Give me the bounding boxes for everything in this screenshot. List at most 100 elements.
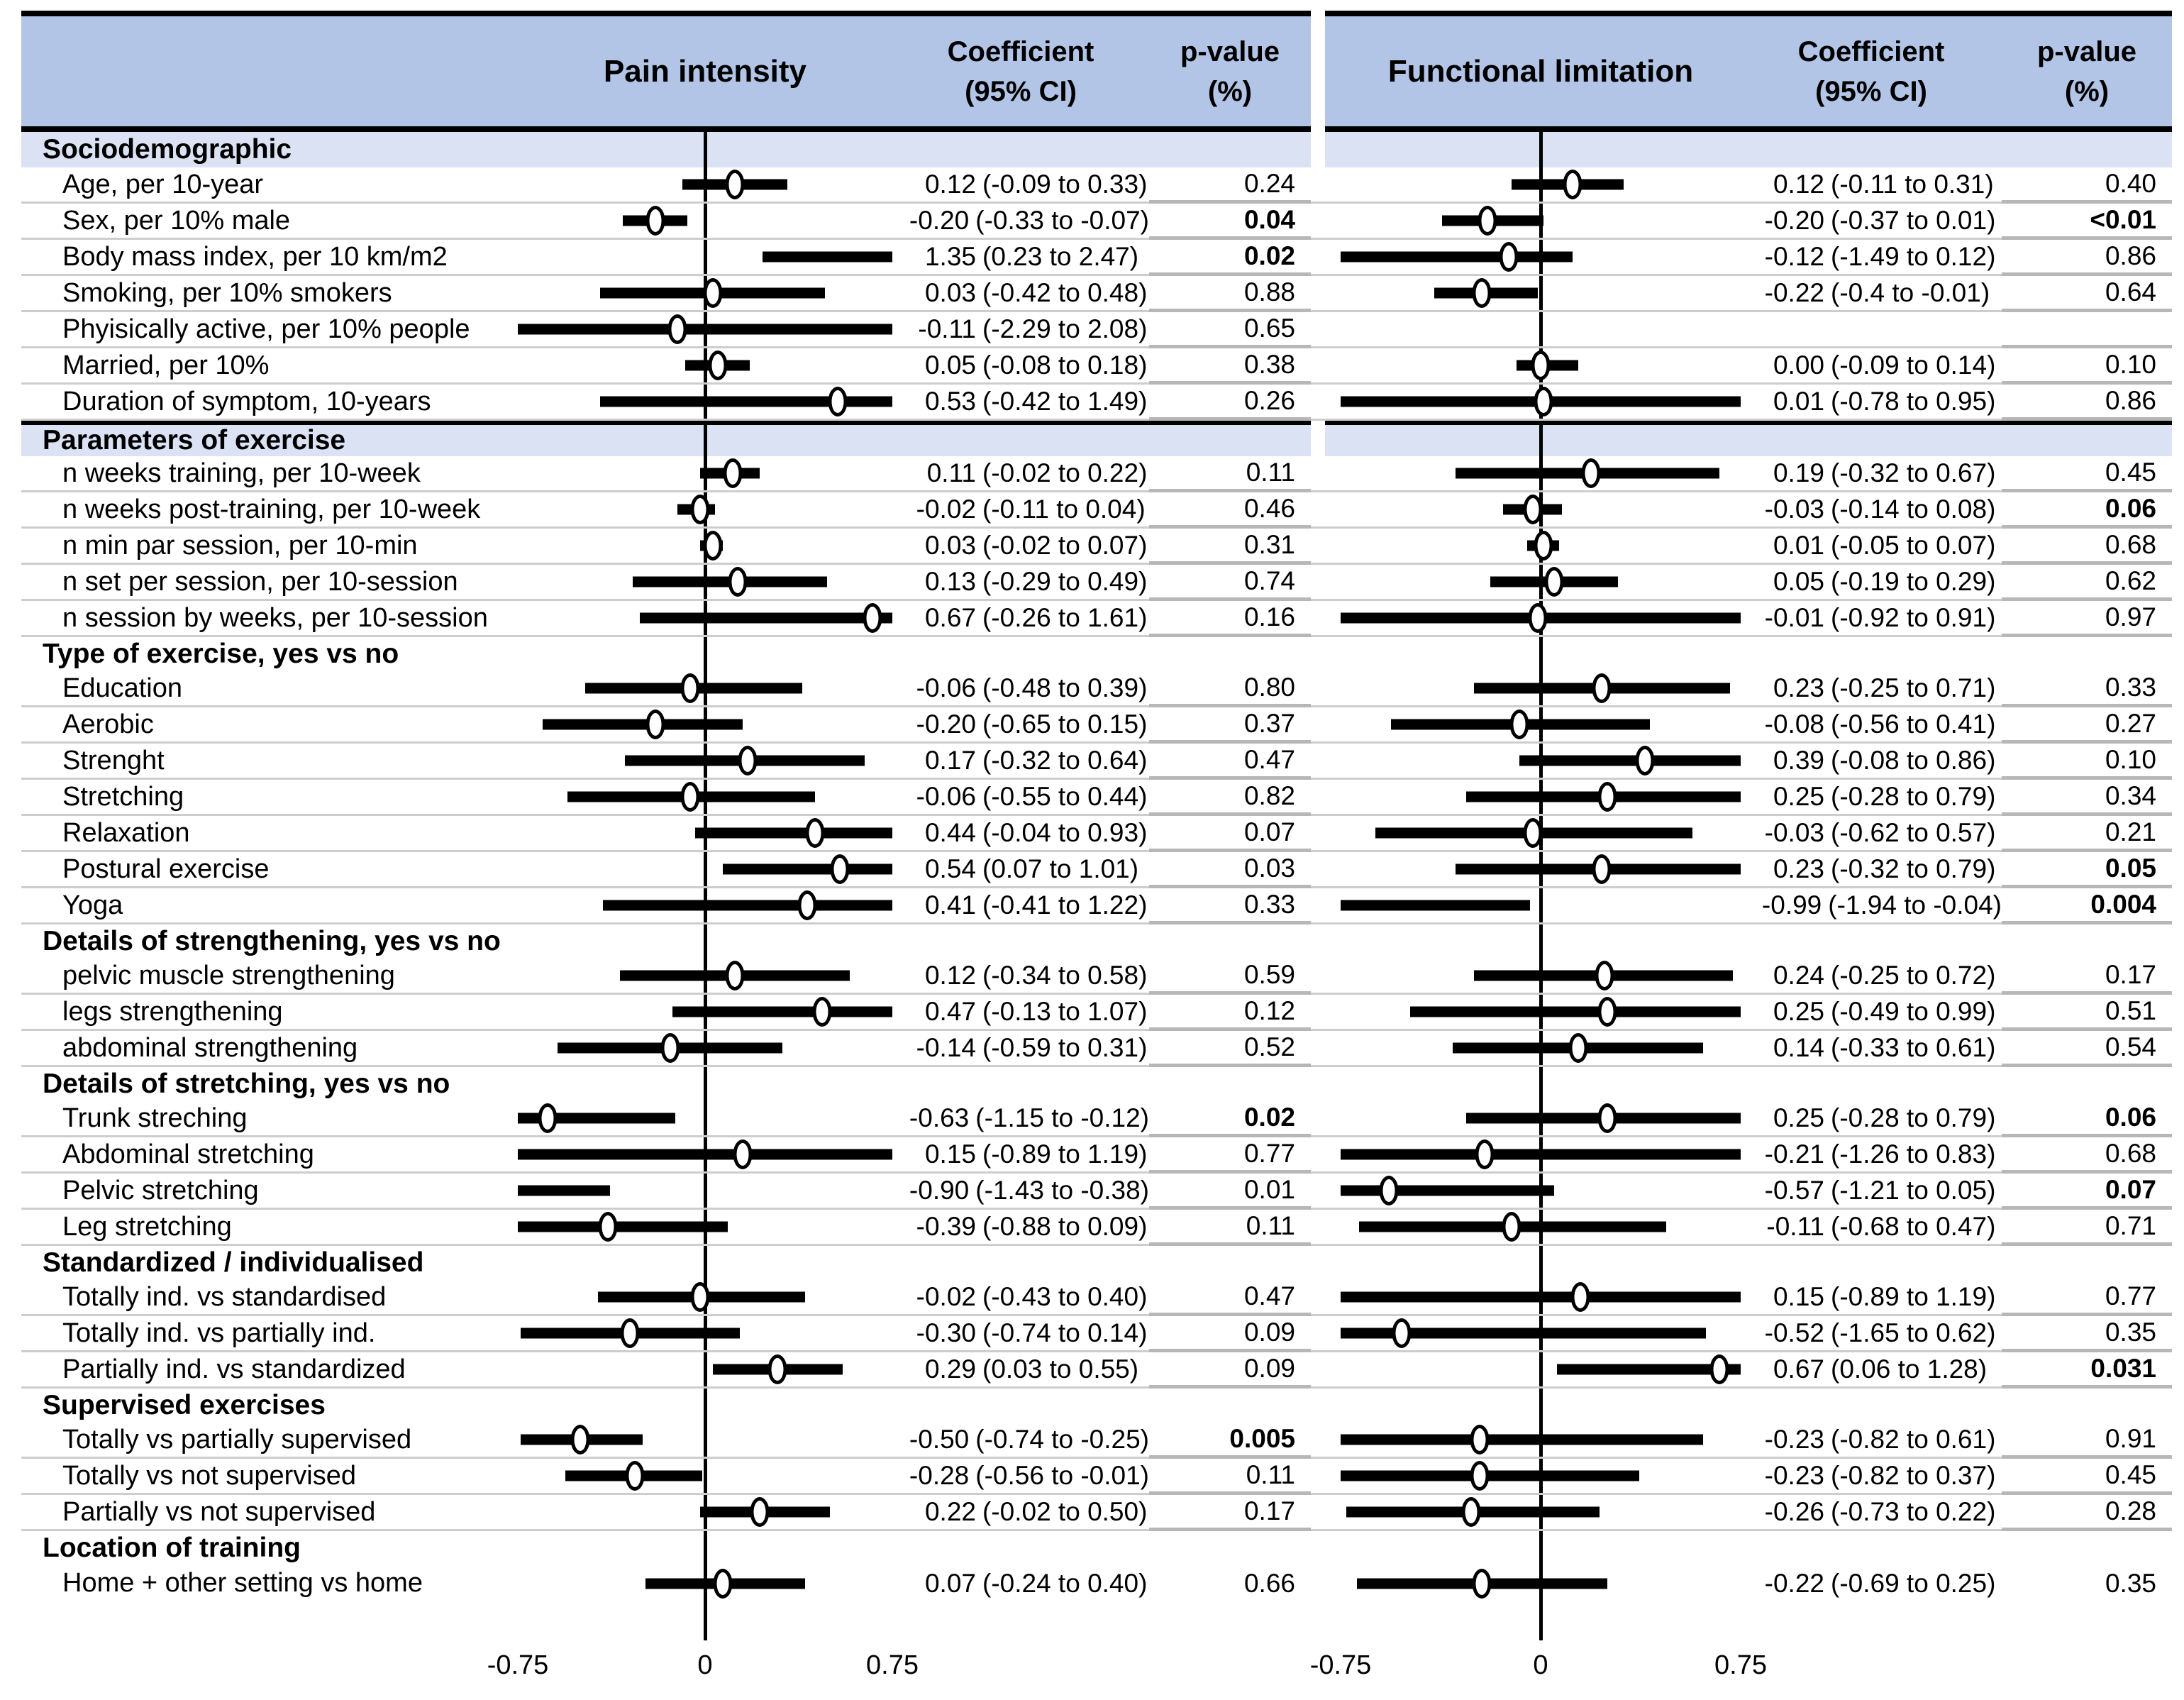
right-coefficient-cell: 0.23 (-0.32 to 0.79) (1741, 852, 2002, 888)
coefficient-value: 0.15 (1773, 1282, 1824, 1311)
forest-row: n set per session, per 10-session 0.13 (-0… (21, 565, 2172, 601)
left-ci-plot-pelvic-muscle-strengthening (518, 959, 892, 995)
ci-bar (1341, 1328, 1707, 1339)
effect-marker (863, 603, 882, 633)
ci-range: (-0.02 to 0.22) (982, 458, 1148, 487)
section-cell (2002, 924, 2172, 959)
row-label-partially-ind-vs-standardized: Partially ind. vs standardized (62, 1354, 406, 1384)
ci-range: (-0.09 to 0.14) (1831, 351, 1996, 380)
row-label-n-session-by-weeks-per-10-session: n session by weeks, per 10-session (62, 602, 488, 633)
p-value: 0.68 (2105, 1139, 2156, 1168)
right-coefficient-cell: -0.22 (-0.69 to 0.25) (1741, 1565, 2002, 1601)
spacer (1149, 1601, 1311, 1640)
forest-row: pelvic muscle strengthening 0.12 (-0.34 to… (21, 959, 2172, 995)
coefficient-value: -0.03 (1764, 495, 1824, 524)
left-ci-plot-totally-vs-not-supervised (518, 1459, 892, 1495)
axis-tick-row: -0.75 0 0.75 -0.75 0 0.75 (21, 1640, 2172, 1691)
right-ci-plot-duration-of-symptom-10-years (1341, 385, 1741, 421)
ci-range: (-1.43 to -0.38) (975, 1176, 1149, 1205)
panel-gap (1311, 348, 1325, 385)
row-label-n-weeks-post-training-per-10-week: n weeks post-training, per 10-week (62, 494, 481, 524)
p-value: 0.59 (1243, 960, 1295, 989)
left-coefficient-cell: 0.03 (-0.02 to 0.07) (892, 529, 1149, 565)
forest-plot-table: Pain intensity Coefficient (95% CI) p-va… (21, 11, 2172, 1691)
row-label-leg-stretching: Leg stretching (62, 1211, 232, 1242)
section-right-plot-cell (1341, 421, 1741, 456)
forest-row: Relaxation 0.44 (-0.04 to 0.93) 0.07 -0.03 (-… (21, 816, 2172, 852)
p-value: 0.12 (1243, 996, 1295, 1025)
left-axis-ticks: -0.75 0 0.75 (487, 1640, 919, 1691)
coefficient-value: -0.02 (916, 1282, 976, 1311)
row-label-cell: Abdominal stretching (21, 1137, 518, 1174)
section-cell (1149, 1246, 1311, 1280)
row-label-legs-strengthening: legs strengthening (62, 996, 283, 1027)
panel-gap (1311, 385, 1325, 421)
p-value: 0.31 (1243, 530, 1295, 559)
section-cell (1741, 132, 2002, 167)
effect-marker (667, 314, 687, 344)
spacer (1325, 1423, 1341, 1459)
ci-range: (-1.49 to 0.12) (1831, 242, 1996, 271)
effect-marker (1475, 1139, 1495, 1169)
right-coefficient-cell: -0.12 (-1.49 to 0.12) (1741, 240, 2002, 276)
coefficient-value: 0.25 (1773, 1103, 1824, 1132)
ci-range: (-0.55 to 0.44) (982, 782, 1148, 811)
ci-range: (-0.41 to 1.22) (982, 890, 1148, 920)
forest-row: Stretching -0.06 (-0.55 to 0.44) 0.82 0.25 (-… (21, 780, 2172, 816)
right-coefficient-cell: -0.11 (-0.68 to 0.47) (1741, 1210, 2002, 1246)
left-ci-plot-postural-exercise (518, 852, 892, 888)
panel-gap (1311, 1531, 1325, 1565)
ci-range: (0.23 to 2.47) (982, 242, 1139, 271)
panel-title-pain: Pain intensity (603, 53, 807, 89)
forest-row: Strenght 0.17 (-0.32 to 0.64) 0.47 0.39 (-0.0… (21, 744, 2172, 780)
left-coefficient-cell: 0.67 (-0.26 to 1.61) (892, 601, 1149, 637)
section-left-plot-cell (518, 1389, 892, 1423)
p-value: 0.04 (1243, 205, 1295, 234)
effect-marker (1570, 1282, 1590, 1312)
right-pvalue-cell: 0.54 (2002, 1031, 2172, 1067)
right-pvalue-cell: 0.40 (2002, 167, 2172, 204)
section-cell (1149, 1389, 1311, 1423)
ci-bar (1341, 1470, 1640, 1481)
section-title-cell: Type of exercise, yes vs no (21, 637, 518, 671)
p-value: 0.06 (2105, 494, 2156, 523)
left-pvalue-cell: 0.47 (1149, 1280, 1311, 1316)
panel-gap (1311, 924, 1325, 959)
spacer (1325, 744, 1341, 780)
axis-tail (21, 1601, 2172, 1640)
ci-range: (-0.32 to 0.64) (982, 746, 1148, 775)
right-pvalue-cell: 0.45 (2002, 456, 2172, 492)
coefficient-value: 0.14 (1773, 1033, 1824, 1062)
p-value: 0.37 (1243, 709, 1295, 738)
left-coefficient-cell: 0.29 (0.03 to 0.55) (892, 1352, 1149, 1389)
p-value: 0.45 (2105, 458, 2156, 487)
coefficient-value: 0.67 (1773, 1354, 1824, 1384)
left-ci-plot-pelvic-stretching (518, 1174, 892, 1210)
section-left-plot-cell (518, 132, 892, 167)
p-value: 0.62 (2105, 566, 2156, 595)
p-value: 0.91 (2105, 1424, 2156, 1453)
effect-marker (570, 1425, 590, 1455)
panel-gap (1311, 1101, 1325, 1137)
left-pvalue-cell: 0.77 (1149, 1137, 1311, 1174)
ci-bar (1556, 1364, 1741, 1375)
right-pvalue-cell: 0.07 (2002, 1174, 2172, 1210)
row-label-cell: n session by weeks, per 10-session (21, 601, 518, 637)
ci-bar (722, 863, 892, 875)
row-label-cell: Postural exercise (21, 852, 518, 888)
left-coefficient-cell: 0.12 (-0.09 to 0.33) (892, 167, 1149, 204)
left-ci-plot-n-set-per-session-per-10-session (518, 565, 892, 601)
right-coefficient-cell: -0.03 (-0.62 to 0.57) (1741, 816, 2002, 852)
section-left-plot-cell (518, 637, 892, 671)
panel-gap (1311, 1459, 1325, 1495)
left-ci-plot-partially-ind-vs-standardized (518, 1352, 892, 1389)
left-coefficient-cell: -0.14 (-0.59 to 0.31) (892, 1031, 1149, 1067)
panel-gap (1311, 1423, 1325, 1459)
left-pvalue-cell: 0.04 (1149, 204, 1311, 240)
right-coefficient-cell: -0.21 (-1.26 to 0.83) (1741, 1137, 2002, 1174)
ci-range: (-0.74 to 0.14) (982, 1318, 1148, 1347)
row-label-cell: pelvic muscle strengthening (21, 959, 518, 995)
forest-row: Pelvic stretching -0.90 (-1.43 to -0.38) 0.… (21, 1174, 2172, 1210)
panel-gap (1311, 1210, 1325, 1246)
spacer (1325, 888, 1341, 924)
